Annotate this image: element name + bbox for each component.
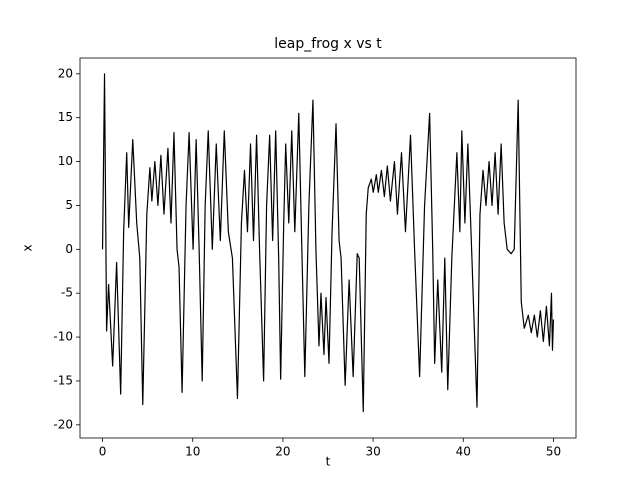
- y-tick-label: 10: [58, 154, 73, 168]
- y-tick-label: -5: [61, 286, 73, 300]
- y-tick-label: 5: [65, 198, 73, 212]
- y-tick-label: -10: [53, 330, 73, 344]
- y-tick-label: 15: [58, 110, 73, 124]
- data-line: [101, 73, 555, 413]
- y-axis-label: x: [21, 244, 35, 251]
- y-tick-label: -20: [53, 417, 73, 431]
- x-axis-label: t: [326, 455, 331, 469]
- plot-frame: [79, 57, 577, 439]
- x-tick-label: 50: [546, 445, 561, 459]
- y-tick-label: -15: [53, 373, 73, 387]
- x-tick-label: 0: [99, 445, 107, 459]
- x-tick-label: 40: [456, 445, 471, 459]
- y-tick-label: 0: [65, 242, 73, 256]
- y-tick-label: 20: [58, 66, 73, 80]
- chart-title: leap_frog x vs t: [274, 36, 382, 52]
- x-tick-label: 10: [185, 445, 200, 459]
- x-tick-label: 20: [275, 445, 290, 459]
- x-tick-label: 30: [365, 445, 380, 459]
